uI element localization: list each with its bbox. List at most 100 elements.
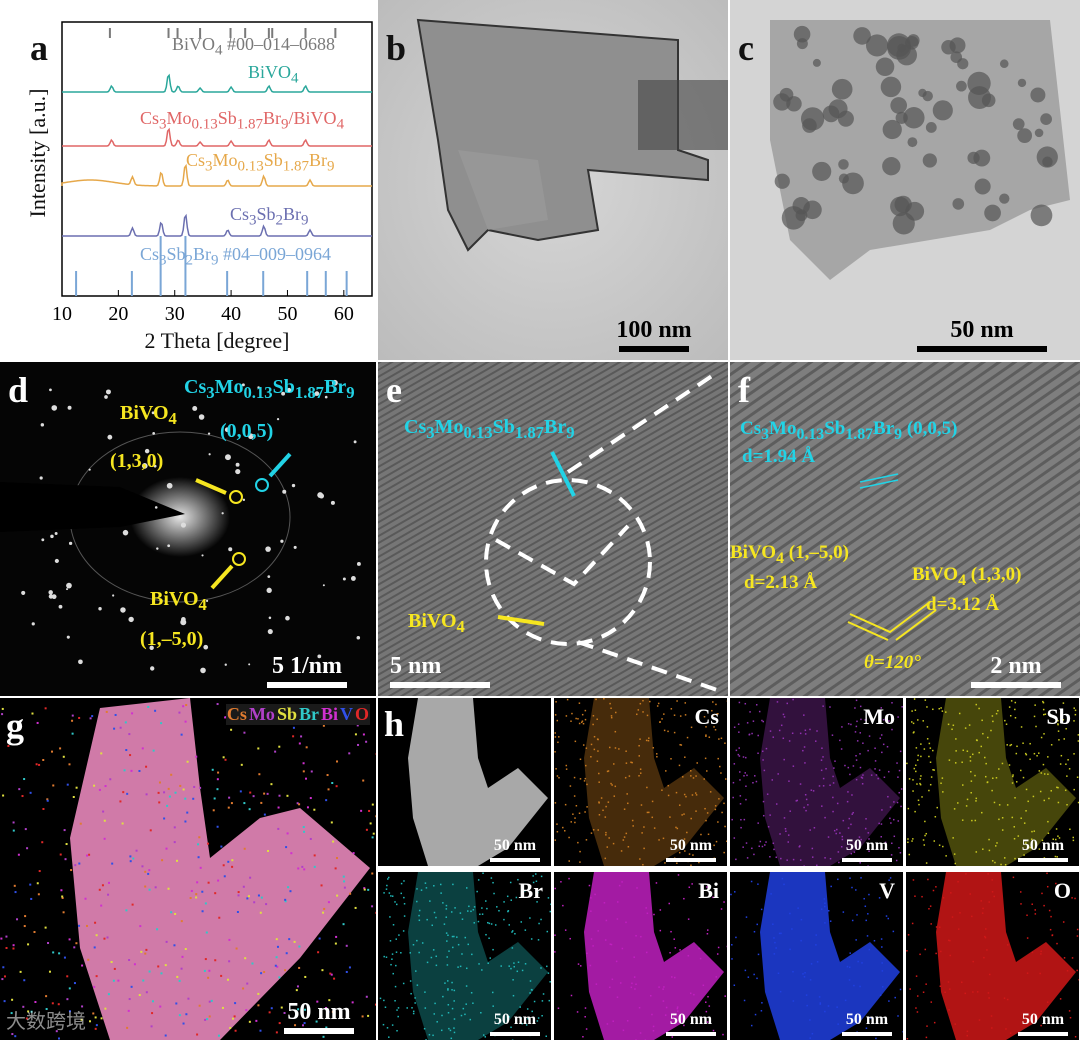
trace-label-bivo4-ref: BiVO4 #00–014–0688	[172, 34, 336, 59]
scale-bar-d: 5 1/nm	[252, 654, 362, 688]
xrd-trace-0	[108, 28, 337, 38]
saed-label-005: (0,0,5)	[220, 420, 274, 442]
trace-label-composite: Cs3Mo0.13Sb1.87Br9/BiVO4	[140, 108, 345, 133]
scale-bar-f-text: 2 nm	[990, 653, 1042, 679]
eds-map-scale-bar: 50 nm	[1013, 1012, 1073, 1036]
hrtem-f-label-d1: d=1.94 Å	[742, 446, 816, 467]
scale-bar-e: 5 nm	[390, 654, 490, 688]
panel-label-h: h	[384, 704, 405, 744]
x-tick-label: 60	[334, 303, 354, 325]
eds-legend: Cs Mo Sb Br Bi V O	[225, 704, 370, 725]
x-tick-label: 10	[52, 303, 72, 325]
scale-bar-c: 50 nm	[912, 318, 1052, 352]
hrtem-f-label-cs: Cs3Mo0.13Sb1.87Br9 (0,0,5)	[740, 418, 958, 443]
panel-g-eds-overlay: g Cs Mo Sb Br Bi V O 50 nm 大数跨境	[0, 698, 376, 1040]
trace-label-doped: Cs3Mo0.13Sb1.87Br9	[186, 150, 335, 175]
eds-map-scale-bar: 50 nm	[1013, 838, 1073, 862]
x-tick-label: 40	[221, 303, 241, 325]
eds-map-br: Br 50 nm	[378, 872, 551, 1040]
eds-map-o: O 50 nm	[906, 872, 1079, 1040]
eds-map-element-label: Cs	[694, 704, 719, 729]
eds-map-mo: Mo 50 nm	[730, 698, 903, 866]
x-tick-label: 50	[277, 303, 297, 325]
scale-bar-d-text: 5 1/nm	[271, 653, 342, 679]
panel-d-saed: d Cs3Mo0.13Sb1.87Br9 (0,0,5) BiVO4 (1,3,…	[0, 362, 376, 696]
legend-item-br: Br	[297, 704, 320, 725]
scale-bar-e-text: 5 nm	[390, 653, 442, 679]
y-axis-label: Intensity [a.u.]	[25, 88, 50, 218]
trace-label-bivo4: BiVO4	[248, 62, 299, 87]
saed-pattern	[0, 379, 361, 674]
panel-a-xrd: 10 20 30 40 50 60 a Intensity [a.u.] 2 Theta …	[0, 0, 376, 360]
xrd-trace-5	[75, 236, 348, 296]
eds-map-element-label: V	[879, 878, 895, 903]
saed-label-bivo4-bottom: BiVO4	[150, 588, 207, 614]
x-axis-label: 2 Theta [degree]	[144, 328, 290, 353]
scale-bar-b-text: 100 nm	[616, 317, 692, 343]
x-tick-label: 30	[165, 303, 185, 325]
panel-f-hrtem: f Cs3Mo0.13Sb1.87Br9 (0,0,5) d=1.94 Å Bi…	[730, 362, 1080, 696]
eds-map-element-label: Br	[518, 878, 543, 903]
trace-label-cs3sb2br9: Cs3Sb2Br9	[230, 204, 309, 229]
legend-item-sb: Sb	[275, 704, 298, 725]
eds-map-element-label: Mo	[863, 704, 895, 729]
eds-map-scale-bar: 50 nm	[837, 838, 897, 862]
x-tick-label: 20	[108, 303, 128, 325]
trace-label-cs3sb2br9-ref: Cs3Sb2Br9 #04–009–0964	[140, 244, 332, 269]
panel-c-tem: c 50 nm	[730, 0, 1080, 360]
eds-map-scale-bar: 50 nm	[837, 1012, 897, 1036]
xrd-plot: 10 20 30 40 50 60	[52, 21, 373, 325]
panel-label-d: d	[8, 370, 29, 410]
eds-map-v: V 50 nm	[730, 872, 903, 1040]
panel-label-b: b	[386, 28, 407, 68]
tem-image-b	[378, 0, 728, 360]
hrtem-f-label-bivo4-b: BiVO4 (1,3,0)	[912, 564, 1022, 589]
eds-map-scale-bar: 50 nm	[661, 1012, 721, 1036]
panel-label-a: a	[30, 28, 48, 68]
eds-map-scale-bar: 50 nm	[485, 1012, 545, 1036]
legend-item-o: O	[353, 704, 370, 725]
panel-label-e: e	[386, 370, 402, 410]
eds-map-haadf: 50 nm	[378, 698, 551, 866]
saed-label-130: (1,3,0)	[110, 450, 164, 472]
hrtem-label-bivo4: BiVO4	[408, 610, 465, 636]
xrd-trace-2	[62, 127, 372, 147]
xrd-trace-3	[61, 163, 372, 187]
xrd-trace-1	[62, 73, 372, 93]
hrtem-f-label-bivo4-a: BiVO4 (1,–5,0)	[730, 542, 849, 567]
eds-map-element-label: Bi	[698, 878, 719, 903]
xrd-trace-4	[62, 213, 372, 237]
eds-map-scale-bar: 50 nm	[661, 838, 721, 862]
eds-map-cs: Cs 50 nm	[554, 698, 727, 866]
scale-bar-c-text: 50 nm	[950, 317, 1014, 343]
hrtem-label-cs: Cs3Mo0.13Sb1.87Br9	[404, 416, 575, 442]
eds-map-bi: Bi 50 nm	[554, 872, 727, 1040]
scale-bar-b: 100 nm	[594, 318, 714, 352]
hrtem-image-e	[378, 362, 728, 696]
eds-map-element-label: O	[1053, 878, 1071, 903]
scale-bar-f: 2 nm	[966, 654, 1066, 688]
plot-frame	[61, 21, 373, 297]
hrtem-f-label-d3: d=3.12 Å	[926, 594, 1000, 615]
legend-item-v: V	[338, 704, 354, 725]
eds-overlay-image	[0, 698, 376, 1040]
scale-bar-g: 50 nm	[274, 1000, 364, 1034]
panel-label-g: g	[6, 706, 24, 746]
tem-image-c	[730, 0, 1080, 360]
eds-map-scale-bar: 50 nm	[485, 838, 545, 862]
eds-map-element-label: Sb	[1046, 704, 1071, 729]
legend-item-cs: Cs	[225, 704, 248, 725]
panel-b-tem: b 100 nm	[378, 0, 728, 360]
legend-item-mo: Mo	[247, 704, 276, 725]
hrtem-f-label-theta: θ=120°	[864, 652, 921, 673]
panel-label-c: c	[738, 28, 754, 68]
panel-label-f: f	[738, 370, 750, 410]
panel-h-eds-maps: 50 nm Cs 50 nm Mo 50 nm Sb 50 nm Br 50 nm Bi 50 nm…	[378, 698, 1080, 1040]
saed-label-bivo4-top: BiVO4	[120, 402, 177, 428]
panel-e-hrtem: e Cs3Mo0.13Sb1.87Br9 BiVO4 5 nm	[378, 362, 728, 696]
eds-map-sb: Sb 50 nm	[906, 698, 1079, 866]
hrtem-image-f	[730, 362, 1080, 696]
saed-label-cs: Cs3Mo0.13Sb1.87Br9	[184, 376, 355, 402]
scale-bar-g-text: 50 nm	[287, 999, 351, 1025]
saed-label-150: (1,–5,0)	[140, 628, 204, 650]
